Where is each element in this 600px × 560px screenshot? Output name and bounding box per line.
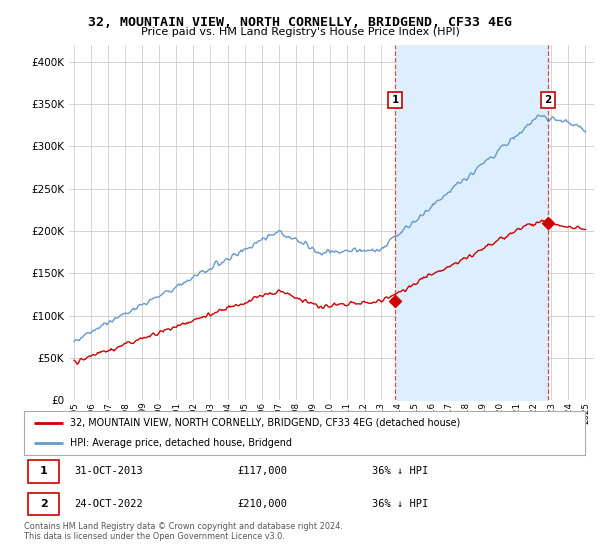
Text: Contains HM Land Registry data © Crown copyright and database right 2024.
This d: Contains HM Land Registry data © Crown c… [24, 522, 343, 542]
Text: £210,000: £210,000 [237, 499, 287, 509]
Text: 2: 2 [545, 95, 552, 105]
FancyBboxPatch shape [28, 493, 59, 515]
FancyBboxPatch shape [28, 460, 59, 483]
Text: 36% ↓ HPI: 36% ↓ HPI [372, 466, 428, 477]
Text: 24-OCT-2022: 24-OCT-2022 [74, 499, 143, 509]
Text: 36% ↓ HPI: 36% ↓ HPI [372, 499, 428, 509]
Text: 2: 2 [40, 499, 48, 509]
Text: £117,000: £117,000 [237, 466, 287, 477]
Text: 1: 1 [40, 466, 48, 477]
Text: 1: 1 [391, 95, 399, 105]
Text: 32, MOUNTAIN VIEW, NORTH CORNELLY, BRIDGEND, CF33 4EG (detached house): 32, MOUNTAIN VIEW, NORTH CORNELLY, BRIDG… [70, 418, 460, 428]
Text: 31-OCT-2013: 31-OCT-2013 [74, 466, 143, 477]
Text: 32, MOUNTAIN VIEW, NORTH CORNELLY, BRIDGEND, CF33 4EG: 32, MOUNTAIN VIEW, NORTH CORNELLY, BRIDG… [88, 16, 512, 29]
Text: HPI: Average price, detached house, Bridgend: HPI: Average price, detached house, Brid… [70, 438, 292, 448]
Text: Price paid vs. HM Land Registry's House Price Index (HPI): Price paid vs. HM Land Registry's House … [140, 27, 460, 38]
